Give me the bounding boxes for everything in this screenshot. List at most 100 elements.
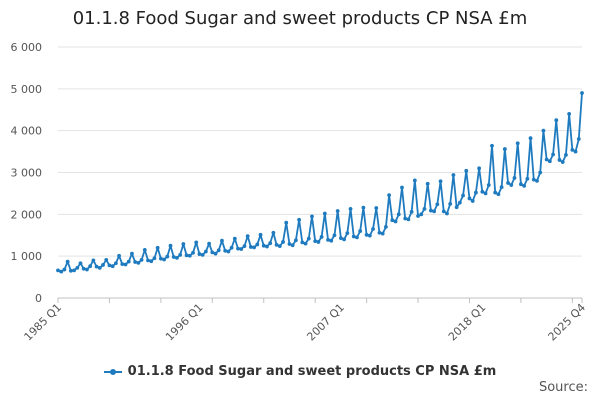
x-axis-labels: 1985 Q1 1996 Q1 2007 Q1 2018 Q1 2025 Q4: [22, 301, 589, 344]
data-point: [419, 212, 424, 217]
y-axis: 0 1 000 2 000 3 000 4 000 5 000 6 000: [11, 41, 43, 305]
data-point: [113, 261, 118, 266]
data-point: [499, 185, 504, 190]
data-point: [91, 258, 96, 263]
data-point: [255, 242, 260, 247]
data-point: [547, 159, 552, 164]
data-point: [130, 251, 134, 256]
data-point: [451, 173, 456, 177]
data-point: [429, 208, 433, 213]
data-point: [387, 193, 392, 197]
data-point: [123, 262, 128, 267]
data-point: [493, 190, 498, 195]
data-point: [290, 243, 295, 248]
data-point: [448, 201, 453, 206]
data-point: [88, 264, 93, 269]
data-point: [226, 249, 231, 254]
data-point: [168, 243, 173, 248]
data-point: [441, 209, 446, 214]
data-point: [187, 253, 192, 258]
data-point: [477, 166, 482, 171]
data-point: [126, 259, 131, 264]
y-tick-label: 1 000: [11, 250, 43, 263]
data-point: [213, 251, 218, 256]
data-point: [380, 231, 385, 236]
data-point: [557, 158, 562, 162]
legend[interactable]: 01.1.8 Food Sugar and sweet products CP …: [0, 364, 600, 379]
data-point: [142, 247, 147, 252]
data-point: [564, 153, 568, 157]
data-point: [303, 241, 308, 246]
data-point: [293, 238, 298, 243]
y-tick-label: 4 000: [11, 125, 43, 138]
y-tick-label: 6 000: [11, 41, 43, 54]
data-point: [181, 242, 186, 246]
data-point: [544, 157, 549, 162]
data-point: [155, 245, 160, 250]
data-point: [229, 245, 234, 250]
data-point: [200, 253, 205, 257]
x-tick-label: 1985 Q1: [22, 301, 65, 344]
source-label: Source:: [538, 380, 588, 395]
data-point: [371, 227, 375, 231]
data-point: [329, 238, 334, 243]
data-point: [425, 181, 430, 186]
data-point: [136, 260, 141, 265]
data-point: [203, 249, 208, 254]
data-point: [576, 137, 581, 141]
data-point: [522, 183, 527, 188]
x-axis: [57, 297, 583, 303]
data-point: [72, 268, 76, 273]
data-point: [457, 200, 462, 205]
data-point: [149, 259, 154, 264]
data-point: [554, 118, 559, 123]
data-point: [326, 237, 330, 242]
y-tick-label: 5 000: [11, 83, 43, 96]
data-point: [220, 238, 224, 243]
data-point: [146, 258, 150, 263]
data-point: [502, 147, 507, 151]
data-point: [59, 269, 64, 274]
data-point: [384, 224, 388, 229]
data-point: [470, 199, 475, 203]
data-point: [178, 253, 183, 257]
data-point: [158, 256, 163, 261]
data-point: [361, 205, 366, 210]
data-point: [107, 263, 112, 268]
data-point: [242, 244, 247, 249]
data-point: [97, 265, 102, 270]
data-point: [281, 240, 285, 244]
data-point: [567, 112, 572, 116]
x-tick-label: 2025 Q4: [546, 301, 589, 344]
data-point: [210, 250, 215, 255]
x-tick-label: 2007 Q1: [304, 301, 347, 344]
data-point: [512, 176, 517, 180]
data-point: [551, 152, 555, 157]
data-point: [261, 243, 266, 248]
data-point: [422, 206, 427, 211]
data-point: [535, 178, 539, 183]
data-point: [277, 244, 282, 249]
data-point: [480, 189, 485, 194]
data-point: [248, 245, 253, 249]
data-point: [207, 241, 211, 246]
data-point: [191, 250, 195, 255]
data-point: [287, 242, 292, 246]
data-point: [194, 240, 199, 245]
data-point: [300, 240, 305, 245]
data-point: [175, 255, 179, 260]
chart-title: 01.1.8 Food Sugar and sweet products CP …: [72, 8, 528, 29]
data-point: [474, 190, 478, 195]
data-point: [268, 241, 273, 246]
gridlines: [58, 46, 582, 257]
data-point: [223, 248, 228, 253]
data-point: [68, 268, 73, 273]
data-point: [403, 216, 408, 221]
data-point: [467, 196, 472, 201]
data-point: [197, 252, 202, 256]
data-point: [435, 202, 440, 207]
data-point: [316, 240, 321, 244]
data-point: [445, 211, 449, 216]
data-point: [560, 160, 565, 164]
